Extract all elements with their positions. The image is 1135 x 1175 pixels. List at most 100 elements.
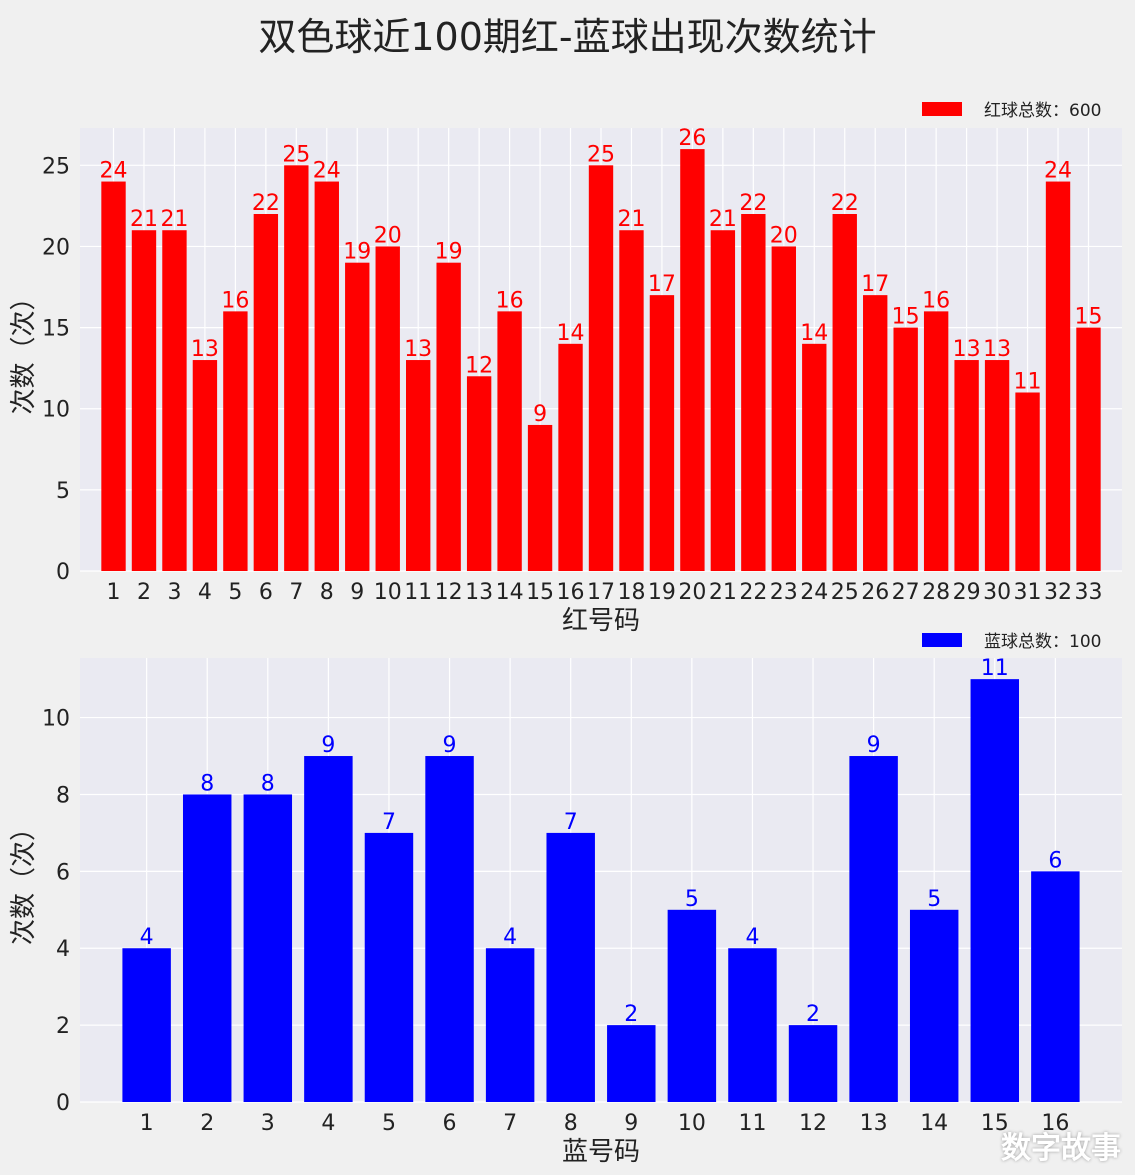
red-bar (406, 360, 431, 571)
blue-y-tick-label: 0 (56, 1091, 70, 1116)
red-x-tick-label: 18 (617, 580, 645, 605)
red-x-tick-label: 12 (435, 580, 463, 605)
blue-bar (546, 832, 595, 1102)
red-bar-value-label: 16 (221, 288, 249, 313)
blue-x-tick-label: 6 (443, 1111, 457, 1136)
red-bar (497, 311, 522, 571)
blue-x-tick-label: 16 (1041, 1111, 1069, 1136)
red-x-tick-label: 20 (678, 580, 706, 605)
red-x-tick-label: 6 (259, 580, 273, 605)
red-bar (588, 165, 614, 572)
blue-bar (485, 948, 535, 1102)
red-bar (1076, 327, 1101, 571)
red-x-tick-label: 2 (137, 580, 151, 605)
blue-x-tick-label: 11 (738, 1111, 766, 1136)
red-x-tick-label: 4 (198, 580, 212, 605)
red-x-tick-label: 33 (1074, 580, 1102, 605)
red-bar-value-label: 24 (313, 159, 341, 184)
red-x-tick-label: 31 (1014, 580, 1042, 605)
blue-y-tick-label: 4 (56, 937, 70, 962)
red-bar (802, 343, 827, 571)
blue-y-tick-label: 2 (56, 1014, 70, 1039)
blue-legend: 蓝球总数：100 (922, 627, 1101, 652)
red-y-tick-label: 15 (42, 317, 70, 342)
blue-x-tick-label: 10 (678, 1111, 706, 1136)
red-x-tick-label: 24 (800, 580, 828, 605)
red-bar (832, 214, 857, 571)
blue-x-tick-label: 7 (503, 1111, 517, 1136)
blue-x-tick-label: 2 (200, 1111, 214, 1136)
red-bar-value-label: 13 (983, 337, 1011, 362)
red-y-tick-label: 5 (56, 479, 70, 504)
red-bar (162, 230, 187, 571)
blue-bar (122, 948, 171, 1102)
red-bar (984, 360, 1010, 571)
red-bar-value-label: 13 (191, 337, 219, 362)
blue-x-tick-label: 13 (860, 1111, 888, 1136)
red-bar (375, 246, 400, 571)
red-x-tick-label: 11 (404, 580, 432, 605)
red-bar-value-label: 22 (252, 191, 280, 216)
red-x-tick-label: 22 (739, 580, 767, 605)
red-bar (192, 360, 218, 571)
blue-bar-value-label: 9 (443, 733, 457, 758)
red-bar (558, 343, 583, 571)
blue-bar-value-label: 9 (321, 733, 335, 758)
blue-bar (667, 909, 717, 1102)
red-x-tick-label: 30 (983, 580, 1011, 605)
red-bar-value-label: 20 (374, 223, 402, 248)
red-bar (863, 295, 888, 571)
blue-y-tick-label: 6 (56, 860, 70, 885)
red-bar (101, 181, 126, 572)
red-x-tick-label: 27 (892, 580, 920, 605)
blue-x-tick-label: 15 (981, 1111, 1009, 1136)
red-x-tick-label: 14 (496, 580, 524, 605)
red-y-tick-label: 25 (42, 154, 70, 179)
red-x-tick-label: 25 (831, 580, 859, 605)
blue-x-tick-label: 3 (261, 1111, 275, 1136)
blue-bar-value-label: 4 (140, 925, 154, 950)
red-bar-value-label: 26 (678, 126, 706, 151)
red-bar (223, 311, 248, 571)
blue-x-tick-label: 4 (321, 1111, 335, 1136)
red-bar-value-label: 9 (533, 402, 547, 427)
red-x-tick-label: 1 (107, 580, 121, 605)
red-bar-value-label: 13 (953, 337, 981, 362)
red-bar-value-label: 16 (922, 288, 950, 313)
red-bar (466, 376, 492, 571)
blue-x-tick-label: 5 (382, 1111, 396, 1136)
red-x-tick-label: 29 (953, 580, 981, 605)
red-bar-value-label: 11 (1014, 370, 1042, 395)
red-bar-value-label: 14 (800, 321, 828, 346)
blue-bar (728, 948, 777, 1102)
red-bar (771, 246, 796, 571)
red-x-tick-label: 13 (465, 580, 493, 605)
blue-bar (970, 679, 1020, 1102)
blue-bar-value-label: 8 (261, 771, 275, 796)
blue-x-axis-label: 蓝号码 (562, 1137, 640, 1167)
red-bar (649, 295, 675, 571)
red-x-tick-label: 26 (861, 580, 889, 605)
red-y-tick-label: 0 (56, 560, 70, 585)
blue-y-axis-label: 次数（次） (9, 815, 39, 945)
blue-bar (304, 756, 353, 1102)
red-x-tick-label: 15 (526, 580, 554, 605)
red-bar (741, 214, 766, 571)
red-bar (680, 149, 705, 571)
red-bar-value-label: 13 (404, 337, 432, 362)
red-bar-value-label: 21 (130, 207, 158, 232)
red-x-tick-label: 8 (320, 580, 334, 605)
red-bar (284, 165, 309, 572)
red-y-tick-label: 10 (42, 398, 70, 423)
red-bar-value-label: 21 (617, 207, 645, 232)
blue-y-tick-label: 10 (42, 707, 70, 732)
blue-bar-value-label: 8 (200, 771, 214, 796)
red-x-tick-label: 28 (922, 580, 950, 605)
red-bar (710, 230, 736, 571)
red-bar-value-label: 24 (100, 159, 128, 184)
red-bar-value-label: 17 (861, 272, 889, 297)
red-x-tick-label: 19 (648, 580, 676, 605)
blue-bar (243, 794, 293, 1102)
blue-legend-swatch (922, 632, 962, 647)
blue-bar-value-label: 2 (806, 1002, 820, 1027)
